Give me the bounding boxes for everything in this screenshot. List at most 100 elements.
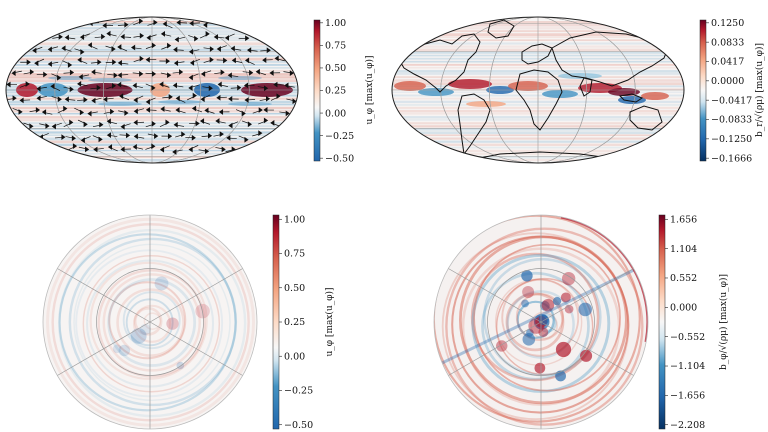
velocity-arrow xyxy=(90,84,101,91)
velocity-arrow xyxy=(228,95,239,102)
velocity-arrow xyxy=(159,145,170,153)
velocity-arrow xyxy=(258,117,269,125)
colorbar-ticks: 1.00 0.75 0.50 0.25 0.00 −0.25 −0.50 xyxy=(279,214,313,431)
colorbar-tick-label: 0.25 xyxy=(325,86,346,97)
meridian-line xyxy=(489,17,587,163)
velocity-arrow xyxy=(230,84,242,91)
velocity-arrow xyxy=(252,107,263,114)
wave-ring xyxy=(82,254,221,393)
equatorial-streak xyxy=(98,102,142,106)
velocity-arrow xyxy=(160,30,172,37)
continent-outlines xyxy=(397,19,669,161)
polar-field-bottom-right xyxy=(434,215,648,429)
colorbar-tick-label: −0.0833 xyxy=(711,115,752,126)
velocity-arrow xyxy=(235,109,246,117)
velocity-arrow xyxy=(51,73,62,81)
wave-ring xyxy=(470,252,600,382)
wave-ring xyxy=(481,271,590,381)
velocity-arrow xyxy=(133,108,145,115)
field-cell xyxy=(112,344,122,354)
velocity-arrow xyxy=(255,68,266,76)
polar-grid-spoke xyxy=(149,268,243,323)
velocity-arrow xyxy=(204,107,215,114)
concentric-rings xyxy=(46,217,255,427)
velocity-arrow xyxy=(34,58,45,67)
field-anomaly xyxy=(418,88,454,96)
colorbar-bottom-right: 1.656 1.104 0.552 0.000 −0.552 −1.104 −1.656 −2… xyxy=(658,214,729,431)
wave-ring xyxy=(441,232,630,421)
velocity-arrow xyxy=(145,56,157,63)
colorbar-tick-label: 0.00 xyxy=(325,108,346,119)
velocity-arrow xyxy=(91,97,102,104)
velocity-arrow xyxy=(87,110,98,117)
colorbar-label: u_φ [max(u_φ)] xyxy=(324,287,335,356)
velocity-arrow xyxy=(279,110,290,117)
wave-ring xyxy=(143,312,162,330)
velocity-arrow xyxy=(230,45,242,52)
wave-ring xyxy=(495,277,594,376)
map-field-top-left xyxy=(6,17,298,163)
polar-grid-spoke xyxy=(149,321,243,376)
velocity-arrow xyxy=(47,46,59,53)
velocity-arrow xyxy=(286,98,297,105)
velocity-arrow xyxy=(145,42,157,49)
velocity-arrow xyxy=(213,34,225,40)
colorbar-ticks: 1.656 1.104 0.552 0.000 −0.552 −1.104 −1.656 −2… xyxy=(665,214,705,431)
velocity-arrow xyxy=(94,33,106,40)
colorbar-tick-label: 0.00 xyxy=(284,351,305,362)
polar-grid xyxy=(57,215,243,429)
velocity-arrow xyxy=(36,85,47,92)
wave-ring xyxy=(515,292,564,342)
colorbar-gradient xyxy=(658,214,666,430)
velocity-arrow xyxy=(117,60,129,66)
wave-ring xyxy=(434,215,641,423)
colorbar-label: b_r/√(ρμ) [max(u_φ)] xyxy=(754,43,765,137)
panel-bottom-right: 1.656 1.104 0.552 0.000 −0.552 −1.104 −1.656 −2… xyxy=(433,214,729,431)
wave-ring xyxy=(75,249,224,398)
velocity-arrow xyxy=(145,70,157,77)
velocity-arrow xyxy=(61,45,72,52)
colorbar-tick-label: 0.000 xyxy=(670,303,697,314)
velocity-arrow xyxy=(145,97,156,105)
equatorial-streak xyxy=(228,102,272,106)
velocity-arrow xyxy=(47,61,59,67)
velocity-arrow xyxy=(132,144,144,150)
colorbar-tick-label: 0.25 xyxy=(284,317,305,328)
wave-ring xyxy=(46,217,255,427)
velocity-arrow xyxy=(20,59,31,66)
field-cell xyxy=(560,292,571,303)
velocity-arrow xyxy=(231,57,243,64)
field-cell xyxy=(561,271,576,286)
polar-field-bottom-left xyxy=(43,215,257,429)
velocity-arrow xyxy=(90,59,102,66)
field-cell xyxy=(118,344,131,357)
velocity-arrow xyxy=(161,42,172,50)
velocity-arrow xyxy=(200,94,211,103)
velocity-arrow xyxy=(103,96,114,103)
velocity-arrow xyxy=(51,122,62,130)
velocity-arrow xyxy=(78,146,90,153)
colorbar-gradient xyxy=(272,214,280,430)
velocity-arrow xyxy=(74,48,85,55)
velocity-arrow xyxy=(36,95,47,102)
field-anomaly xyxy=(448,79,492,89)
velocity-arrow xyxy=(62,60,73,68)
velocity-arrow xyxy=(247,47,258,53)
velocity-arrow xyxy=(23,122,34,130)
wave-ring xyxy=(102,273,201,372)
velocity-arrow xyxy=(274,55,285,62)
velocity-arrow xyxy=(216,94,227,101)
velocity-arrow xyxy=(188,84,199,91)
velocity-arrow xyxy=(146,34,157,41)
velocity-arrow xyxy=(23,69,35,75)
field-cell xyxy=(522,286,535,299)
colorbar-tick-label: −0.1666 xyxy=(711,153,752,164)
velocity-arrow xyxy=(270,93,281,101)
field-cell xyxy=(130,328,147,344)
colorbar-bottom-left: 1.00 0.75 0.50 0.25 0.00 −0.25 −0.50 u_φ [max(… xyxy=(272,214,335,431)
velocity-arrow xyxy=(226,135,237,141)
velocity-arrow xyxy=(273,81,284,88)
velocity-arrow xyxy=(216,45,227,52)
meridian-line xyxy=(54,17,250,163)
